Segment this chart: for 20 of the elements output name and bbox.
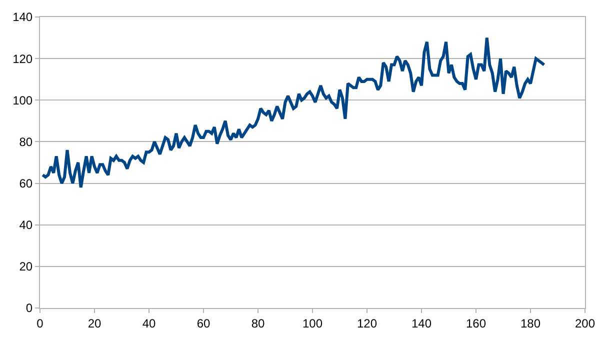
x-tick-label: 60 [196, 316, 210, 330]
x-tick-label: 120 [356, 316, 378, 330]
y-tick-label: 120 [12, 52, 33, 66]
y-tick-label: 80 [19, 134, 33, 149]
line-series [41, 36, 546, 189]
x-tick-label: 40 [142, 316, 156, 330]
x-tick-label: 20 [88, 316, 102, 330]
x-tick-label: 100 [302, 316, 323, 330]
y-tick-label: 140 [12, 10, 33, 24]
y-tick-label: 0 [26, 301, 33, 316]
y-tick-label: 100 [12, 93, 33, 108]
x-tick-label: 80 [251, 316, 265, 330]
x-tick-label: 0 [36, 316, 44, 330]
y-tick-label: 20 [19, 260, 33, 274]
x-tick-label: 180 [520, 316, 541, 330]
y-tick-label: 60 [19, 176, 33, 190]
y-tick-label: 40 [19, 218, 33, 232]
x-tick-label: 140 [411, 316, 432, 330]
x-tick-label: 160 [466, 316, 486, 330]
x-tick-label: 200 [574, 316, 596, 330]
